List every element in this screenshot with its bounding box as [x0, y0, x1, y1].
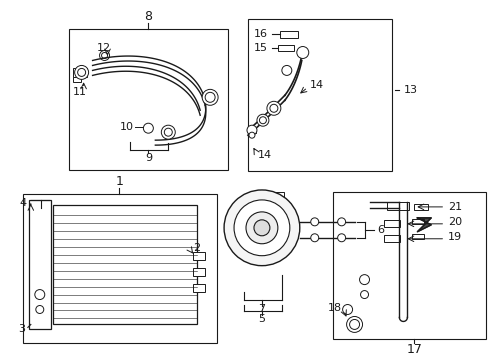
Circle shape [359, 275, 369, 285]
Circle shape [259, 117, 266, 124]
Circle shape [281, 66, 291, 75]
Text: 8: 8 [144, 10, 152, 23]
Circle shape [266, 101, 280, 115]
Circle shape [337, 218, 345, 226]
Circle shape [248, 132, 254, 138]
Circle shape [100, 50, 109, 60]
Text: 2: 2 [193, 243, 200, 253]
Bar [413, 204, 427, 210]
Text: 4: 4 [20, 198, 27, 208]
Text: 1: 1 [115, 175, 123, 189]
Bar [73, 77, 81, 82]
Circle shape [234, 200, 289, 256]
Circle shape [256, 114, 268, 126]
Circle shape [246, 125, 256, 135]
Text: 5: 5 [258, 314, 265, 324]
Bar [411, 234, 424, 239]
Bar [267, 192, 283, 202]
Circle shape [245, 212, 277, 244]
Bar [53, 205, 197, 324]
Circle shape [296, 46, 308, 58]
Text: 9: 9 [144, 153, 152, 163]
Circle shape [102, 53, 107, 58]
Text: 10: 10 [119, 122, 133, 132]
Circle shape [161, 125, 175, 139]
Bar [193, 252, 205, 260]
Circle shape [253, 220, 269, 236]
Bar [29, 200, 51, 329]
Bar [279, 31, 297, 37]
Bar [384, 220, 400, 227]
Text: 6: 6 [377, 225, 384, 235]
Text: 17: 17 [406, 343, 422, 356]
Circle shape [224, 190, 299, 266]
Text: 16: 16 [253, 28, 267, 39]
Bar [73, 68, 86, 77]
Text: 19: 19 [447, 232, 461, 242]
Circle shape [202, 89, 218, 105]
Text: 15: 15 [253, 42, 267, 53]
Bar [193, 284, 205, 292]
Bar [277, 45, 293, 51]
Bar [193, 268, 205, 276]
Bar [247, 19, 392, 171]
Bar [68, 28, 227, 170]
Circle shape [346, 316, 362, 332]
Text: 21: 21 [447, 202, 461, 212]
Text: 13: 13 [403, 85, 417, 95]
Circle shape [360, 291, 368, 298]
Polygon shape [416, 218, 430, 232]
Text: 20: 20 [447, 217, 461, 227]
Text: 11: 11 [73, 87, 86, 97]
Circle shape [36, 306, 44, 314]
Bar [247, 128, 255, 133]
Text: 7: 7 [258, 305, 265, 315]
Circle shape [143, 123, 153, 133]
Circle shape [35, 289, 45, 300]
Circle shape [164, 128, 172, 136]
Bar [384, 235, 400, 242]
Text: 3: 3 [18, 324, 25, 334]
Circle shape [342, 305, 352, 315]
Bar [411, 219, 424, 224]
Text: 14: 14 [258, 150, 271, 160]
Circle shape [310, 218, 318, 226]
Bar [332, 192, 485, 339]
Circle shape [310, 234, 318, 242]
Circle shape [349, 319, 359, 329]
Text: 12: 12 [96, 42, 110, 53]
Circle shape [75, 66, 88, 80]
Bar [386, 202, 408, 210]
Circle shape [205, 92, 215, 102]
Circle shape [78, 68, 85, 76]
Circle shape [337, 234, 345, 242]
Text: 14: 14 [309, 80, 323, 90]
Circle shape [269, 104, 277, 112]
Bar [23, 194, 217, 343]
Bar [247, 192, 264, 202]
Text: 18: 18 [327, 302, 341, 312]
